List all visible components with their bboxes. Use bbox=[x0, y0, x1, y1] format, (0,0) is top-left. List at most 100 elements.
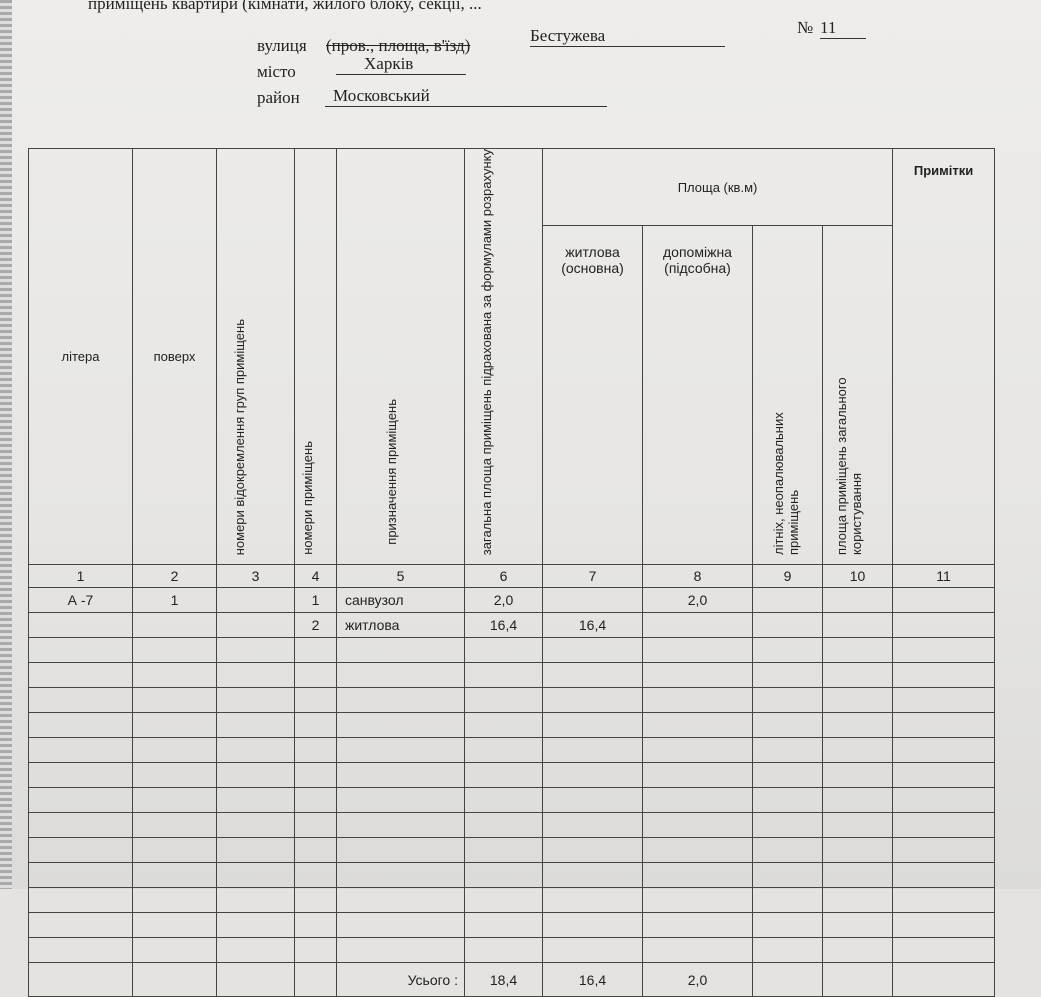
table-cell: 2,0 bbox=[464, 587, 543, 614]
table-cell bbox=[542, 812, 643, 839]
table-cell bbox=[892, 937, 996, 964]
table-cell bbox=[642, 712, 753, 739]
table-cell bbox=[294, 862, 337, 889]
table-cell bbox=[132, 787, 217, 814]
table-cell bbox=[752, 687, 823, 714]
table-cell bbox=[216, 912, 295, 939]
table-cell: санвузол bbox=[336, 587, 465, 614]
table-cell bbox=[642, 812, 753, 839]
table-cell bbox=[642, 862, 753, 889]
table-cell bbox=[752, 587, 823, 614]
table-cell bbox=[28, 712, 133, 739]
table-cell bbox=[892, 887, 996, 914]
col-num: 5 bbox=[336, 564, 465, 589]
table-cell bbox=[464, 812, 543, 839]
table-cell bbox=[892, 687, 996, 714]
table-cell bbox=[336, 712, 465, 739]
table-cell bbox=[336, 637, 465, 664]
table-cell bbox=[752, 662, 823, 689]
table-cell bbox=[336, 762, 465, 789]
header-auxiliary: допоміжна (підсобна) bbox=[642, 225, 753, 566]
table-cell bbox=[464, 837, 543, 864]
table-cell bbox=[216, 737, 295, 764]
table-cell bbox=[336, 662, 465, 689]
table-cell bbox=[542, 887, 643, 914]
table-cell bbox=[294, 837, 337, 864]
table-cell bbox=[464, 787, 543, 814]
table-cell bbox=[132, 737, 217, 764]
table-cell bbox=[752, 637, 823, 664]
table-cell bbox=[464, 862, 543, 889]
table-row bbox=[28, 762, 996, 789]
table-cell bbox=[892, 812, 996, 839]
table-cell bbox=[132, 612, 217, 639]
table-cell: житлова bbox=[336, 612, 465, 639]
header-area-group: Площа (кв.м) bbox=[541, 147, 894, 227]
table-cell: 16,4 bbox=[464, 612, 543, 639]
table-row bbox=[28, 712, 996, 739]
table-cell bbox=[821, 587, 894, 614]
table-cell: 16,4 bbox=[542, 612, 643, 639]
column-numbers-row: 1 2 3 4 5 6 7 8 9 10 11 bbox=[28, 564, 996, 589]
table-cell bbox=[294, 937, 337, 964]
total-label: Усього : bbox=[336, 962, 465, 997]
table-cell: 2 bbox=[294, 612, 337, 639]
table-cell bbox=[464, 937, 543, 964]
total-living: 16,4 bbox=[542, 962, 643, 997]
table-cell bbox=[892, 587, 996, 614]
header-purpose: призначення приміщень bbox=[383, 399, 399, 546]
table-cell bbox=[132, 712, 217, 739]
table-cell bbox=[28, 837, 133, 864]
table-cell bbox=[542, 937, 643, 964]
table-row bbox=[28, 887, 996, 914]
table-cell bbox=[821, 637, 894, 664]
table-cell bbox=[821, 912, 894, 939]
table-row bbox=[28, 687, 996, 714]
table-cell bbox=[336, 687, 465, 714]
table-cell bbox=[542, 662, 643, 689]
table-row bbox=[28, 837, 996, 864]
table-cell bbox=[28, 862, 133, 889]
table-cell bbox=[464, 687, 543, 714]
table-cell bbox=[216, 937, 295, 964]
table-cell bbox=[132, 762, 217, 789]
col-num: 9 bbox=[752, 564, 823, 589]
table-row bbox=[28, 637, 996, 664]
table-cell bbox=[821, 887, 894, 914]
table-cell bbox=[28, 762, 133, 789]
table-cell bbox=[752, 812, 823, 839]
table-cell bbox=[642, 912, 753, 939]
col-num: 1 bbox=[28, 564, 133, 589]
table-cell bbox=[821, 762, 894, 789]
table-cell bbox=[542, 787, 643, 814]
table-cell bbox=[336, 837, 465, 864]
table-cell bbox=[892, 637, 996, 664]
table-cell bbox=[132, 662, 217, 689]
header-summer: літніх, неопалювальних приміщень bbox=[770, 412, 801, 556]
table-cell bbox=[216, 887, 295, 914]
table-cell bbox=[464, 662, 543, 689]
table-cell bbox=[752, 937, 823, 964]
district-label: район bbox=[257, 88, 300, 107]
table-cell bbox=[294, 637, 337, 664]
table-cell bbox=[294, 812, 337, 839]
top-line: приміщень квартири (кімнати, жилого блок… bbox=[88, 0, 482, 13]
table-cell bbox=[336, 862, 465, 889]
table-cell: А -7 bbox=[28, 587, 133, 614]
table-cell bbox=[132, 862, 217, 889]
table-cell bbox=[821, 862, 894, 889]
table-cell bbox=[336, 812, 465, 839]
table-cell bbox=[216, 812, 295, 839]
table-cell bbox=[216, 787, 295, 814]
col-num: 3 bbox=[216, 564, 295, 589]
table-row bbox=[28, 812, 996, 839]
table-cell bbox=[821, 662, 894, 689]
header-total-area: загальна площа приміщень підрахована за … bbox=[478, 149, 494, 556]
table-cell bbox=[216, 637, 295, 664]
table-cell bbox=[28, 887, 133, 914]
table-cell bbox=[542, 912, 643, 939]
table-cell bbox=[294, 912, 337, 939]
header-room-numbers: номери приміщень bbox=[299, 441, 315, 556]
table-cell bbox=[336, 737, 465, 764]
table-cell bbox=[892, 737, 996, 764]
